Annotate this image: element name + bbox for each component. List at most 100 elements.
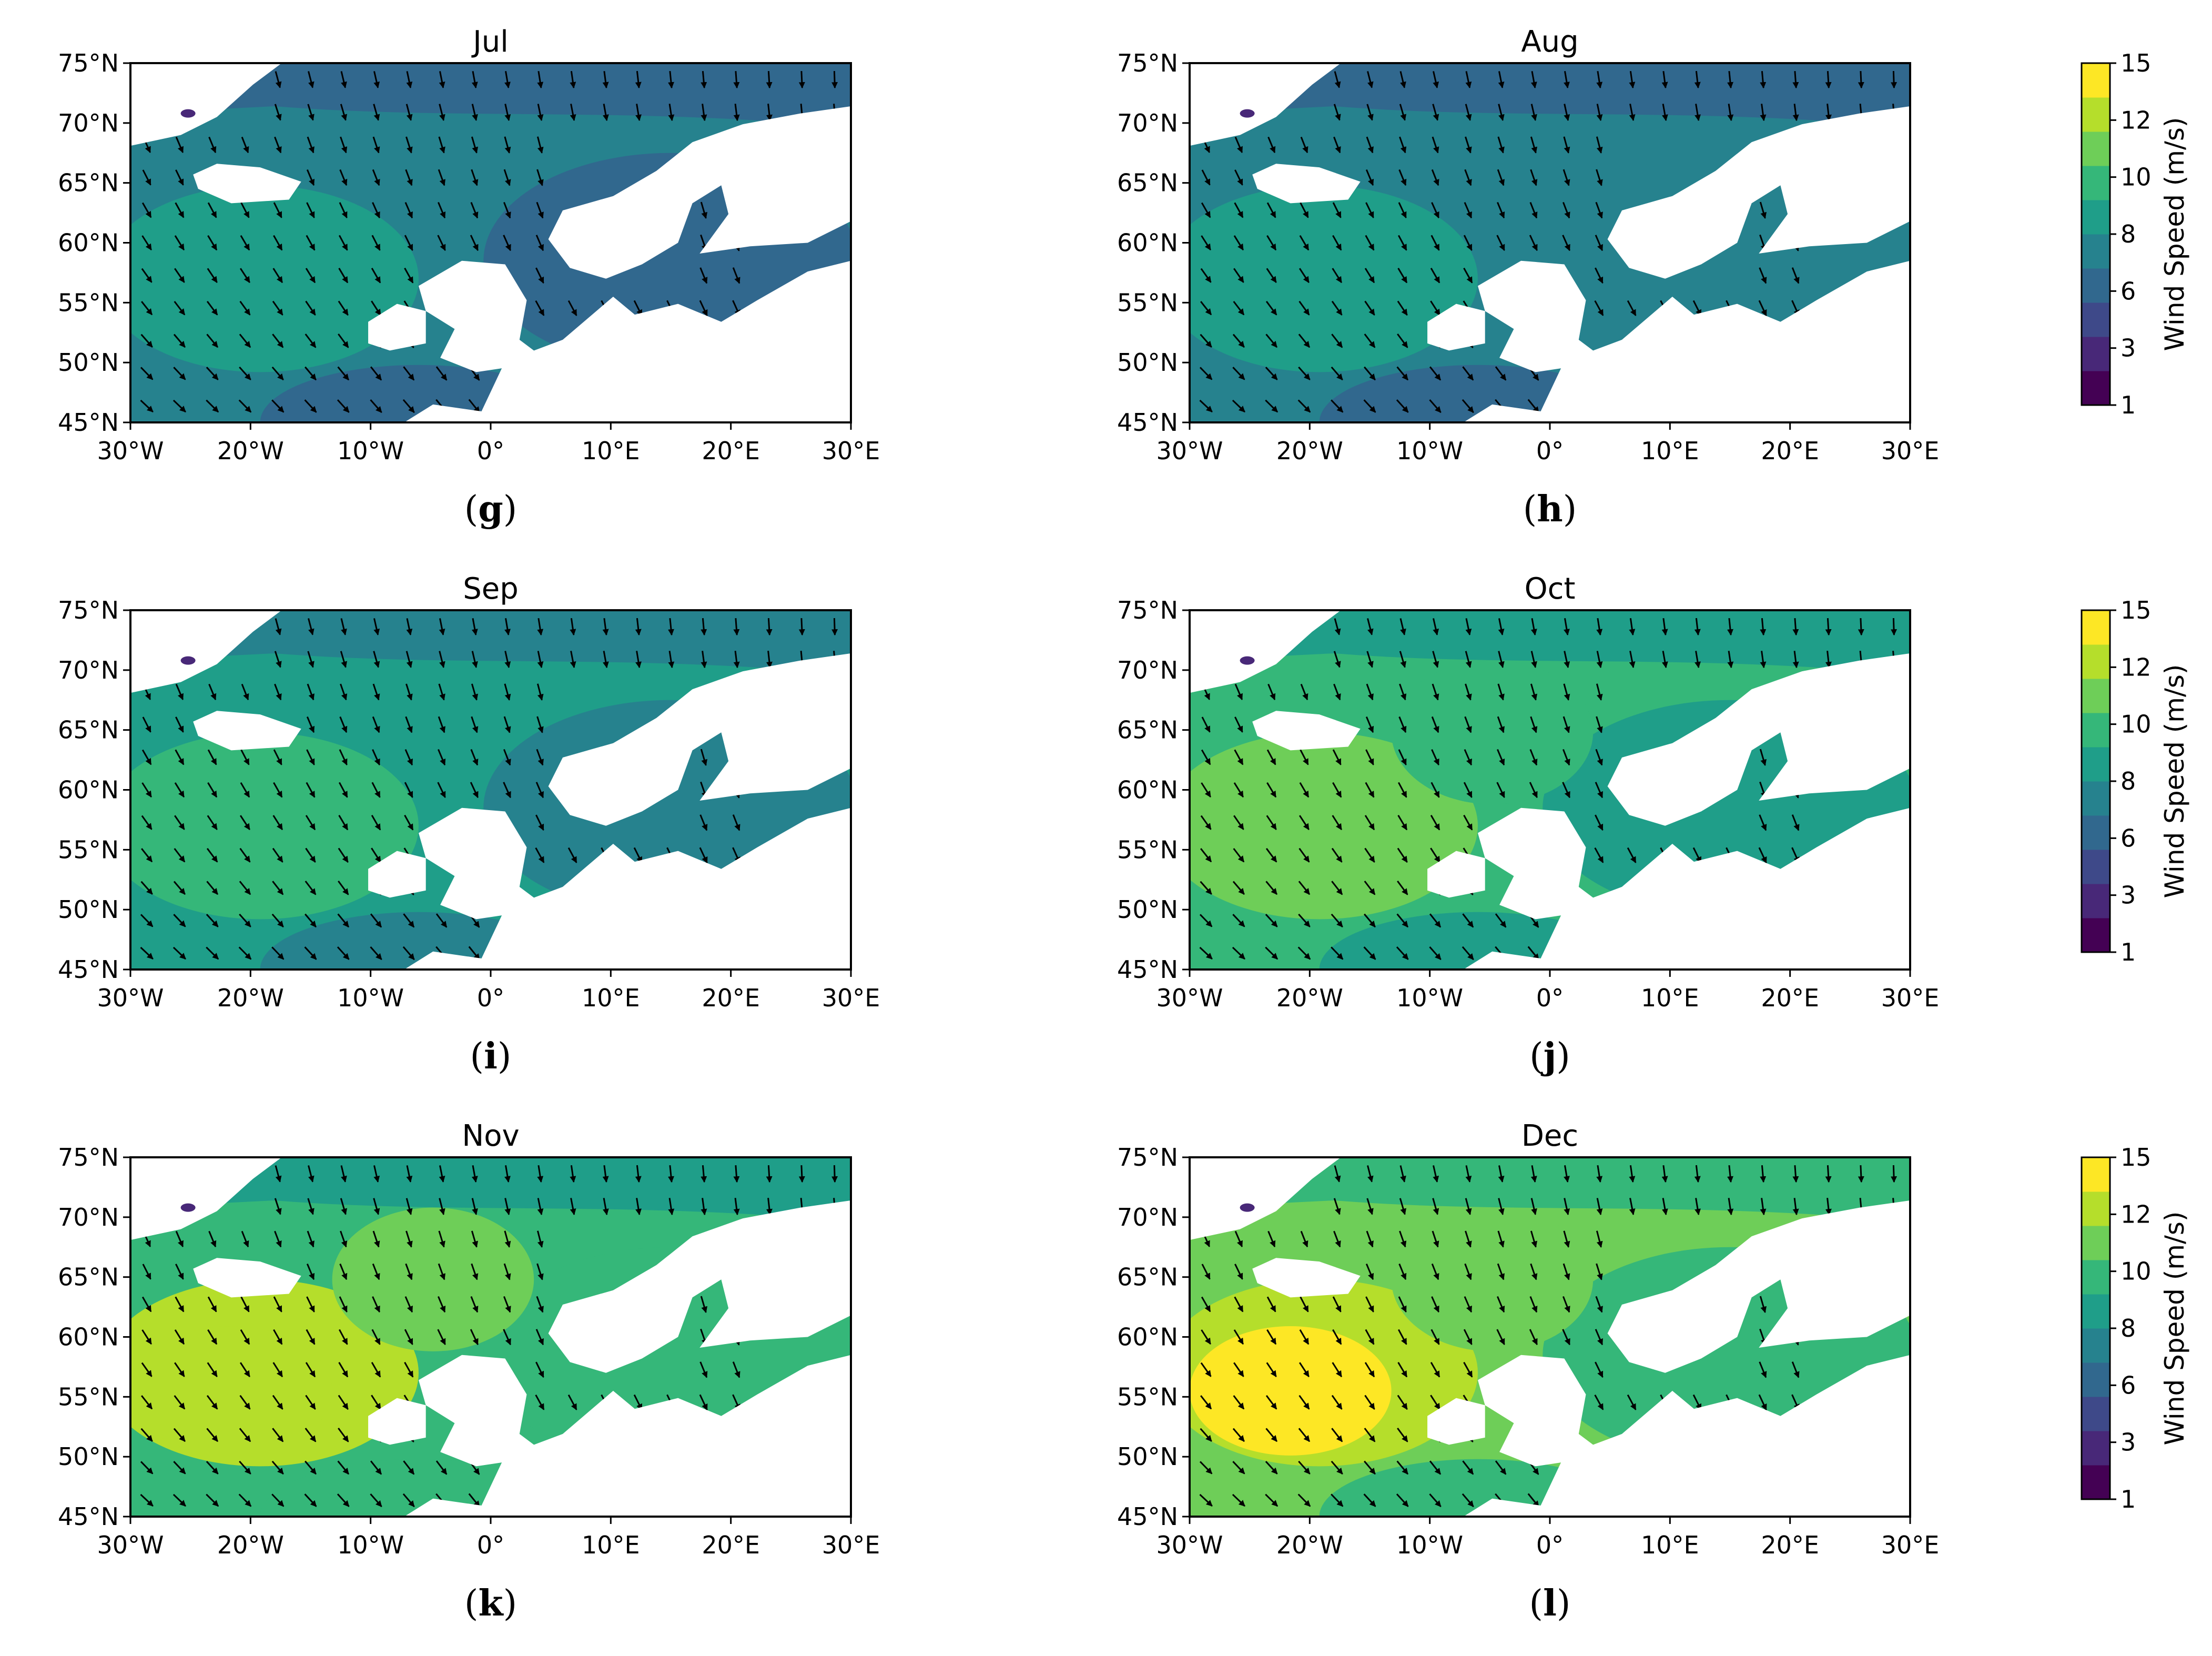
wind-arrow [437, 1329, 446, 1345]
wind-arrow [273, 202, 282, 218]
wind-arrow [1627, 847, 1637, 863]
wind-arrow [1432, 683, 1439, 701]
lat-tick-label: 60°N [58, 776, 119, 804]
paren-open: ( [1529, 1036, 1544, 1077]
longitude-axis: 30°W 20°W 10°W 0° 10°E 20°E 30°E [1156, 422, 1939, 465]
wind-arrow [1465, 104, 1472, 121]
wind-arrow [1331, 946, 1344, 960]
wind-arrow [1792, 651, 1799, 669]
wind-arrow [1364, 268, 1375, 284]
wind-arrow [1760, 70, 1767, 89]
wind-arrow [307, 1230, 314, 1248]
wind-arrow [271, 913, 284, 927]
wind-arrow [404, 1361, 414, 1378]
wind-arrow [1527, 1493, 1540, 1508]
colorbar-label: Wind Speed (m/s) [2159, 117, 2190, 351]
lat-tick-label: 60°N [58, 229, 119, 257]
wind-arrow [504, 1165, 511, 1183]
wind-arrow [1498, 104, 1505, 121]
wind-arrow [1367, 1165, 1374, 1183]
wind-arrow [1331, 1460, 1343, 1475]
wind-arrow [338, 334, 349, 348]
wind-arrow [1430, 782, 1440, 798]
wind-arrow [831, 618, 838, 636]
wind-arrow [140, 1428, 153, 1442]
wind-arrow [272, 881, 284, 895]
paren-open: ( [470, 1036, 484, 1077]
wind-arrow [1596, 683, 1603, 701]
wind-arrow [471, 618, 478, 635]
wind-arrow [1431, 1263, 1439, 1280]
land-ireland [368, 1398, 426, 1445]
wind-arrow [1298, 268, 1310, 284]
wind-arrow [1334, 1165, 1341, 1183]
wind-arrow [340, 618, 347, 635]
wind-arrow [1463, 267, 1473, 284]
wind-arrow [1397, 782, 1407, 798]
wind-vectors [140, 618, 839, 961]
wind-arrow [174, 235, 185, 251]
wind-arrow [1298, 847, 1310, 863]
wind-arrow [570, 618, 576, 636]
wind-arrow [1530, 1165, 1537, 1183]
panel-title: Sep [463, 572, 519, 606]
wind-arrow [1298, 1460, 1311, 1475]
wind-arrow [405, 651, 413, 668]
map-panel-i: Sep 75°N 70°N 65°N 60°N 55°N 50°N 45°N30°W 20°W 1… [58, 572, 880, 1077]
wind-arrow [1760, 651, 1767, 669]
wind-arrow [1433, 618, 1439, 635]
wind-arrow [239, 881, 251, 895]
wind-arrow [1727, 618, 1733, 636]
colorbar-tick-label: 15 [2120, 596, 2152, 624]
lon-tick-label: 10°W [337, 1531, 404, 1559]
colorbar-tick-label: 1 [2120, 938, 2136, 966]
longitude-axis: 30°W 20°W 10°W 0° 10°E 20°E 30°E [1156, 970, 1939, 1012]
wind-arrow [1760, 618, 1767, 636]
wind-arrow [1234, 202, 1244, 218]
wind-arrow [471, 71, 478, 88]
wind-arrow [142, 169, 151, 186]
panel-title: Dec [1521, 1119, 1578, 1153]
lat-tick-label: 70°N [58, 656, 119, 684]
wind-arrow [1399, 1165, 1406, 1183]
wind-arrow [1364, 881, 1376, 895]
land-iberia [1463, 951, 1550, 970]
wind-arrow [1562, 1329, 1570, 1346]
wind-arrow [1232, 1493, 1245, 1507]
wind-arrow [1396, 1460, 1409, 1475]
wind-arrow [1432, 1230, 1439, 1248]
wind-arrow [402, 1493, 415, 1508]
wind-arrow [1595, 1361, 1604, 1378]
wind-arrow [1496, 235, 1505, 251]
wind-arrow [503, 1296, 511, 1313]
wind-arrow [273, 749, 282, 765]
wind-arrow [1562, 1296, 1570, 1313]
lon-tick-label: 20°W [1276, 1531, 1343, 1559]
colorbar-segment [2082, 1328, 2110, 1363]
wind-arrow [831, 1165, 838, 1183]
wind-arrow [1562, 716, 1570, 733]
wind-arrow [370, 1460, 382, 1475]
wind-arrow [140, 334, 153, 348]
wind-arrow [173, 367, 186, 380]
land-masses [130, 1157, 851, 1517]
wind-arrow [241, 136, 249, 154]
wind-arrow [140, 1493, 154, 1507]
wind-arrow [470, 782, 479, 799]
wind-arrow [1759, 267, 1767, 284]
wind-arrow [1333, 104, 1341, 121]
wind-arrow [1364, 1362, 1375, 1378]
paren-open: ( [464, 489, 479, 530]
wind-arrow [272, 1428, 284, 1442]
wind-arrow [405, 1230, 413, 1248]
land-iberia [404, 1498, 491, 1517]
map-panel-j: Oct 75°N 70°N 65°N 60°N 55°N 50°N 45°N30°W 20°W 1… [1117, 572, 1939, 1077]
land-iberia [404, 404, 491, 422]
wind-arrow [1464, 716, 1472, 733]
latitude-axis: 75°N 70°N 65°N 60°N 55°N 50°N 45°N [58, 1143, 130, 1531]
wind-arrow [1200, 268, 1212, 283]
colorbar-tick-label: 3 [2120, 1428, 2136, 1457]
wind-arrow [471, 169, 479, 186]
wind-arrow [404, 267, 414, 284]
wind-arrow [1232, 1428, 1245, 1442]
